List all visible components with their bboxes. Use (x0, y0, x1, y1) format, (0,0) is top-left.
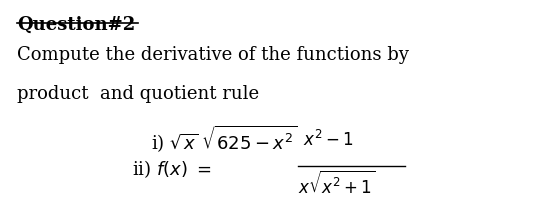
Text: i) $\sqrt{x}\ \sqrt{625 - x^2}$: i) $\sqrt{x}\ \sqrt{625 - x^2}$ (151, 123, 297, 154)
Text: ii) $f(x)\ =$: ii) $f(x)\ =$ (132, 159, 212, 180)
Text: Question#2: Question#2 (17, 16, 136, 34)
Text: $x^2-1$: $x^2-1$ (303, 130, 354, 150)
Text: $x\sqrt{x^2+1}$: $x\sqrt{x^2+1}$ (298, 171, 375, 198)
Text: product  and quotient rule: product and quotient rule (17, 85, 259, 104)
Text: Compute the derivative of the functions by: Compute the derivative of the functions … (17, 46, 409, 63)
